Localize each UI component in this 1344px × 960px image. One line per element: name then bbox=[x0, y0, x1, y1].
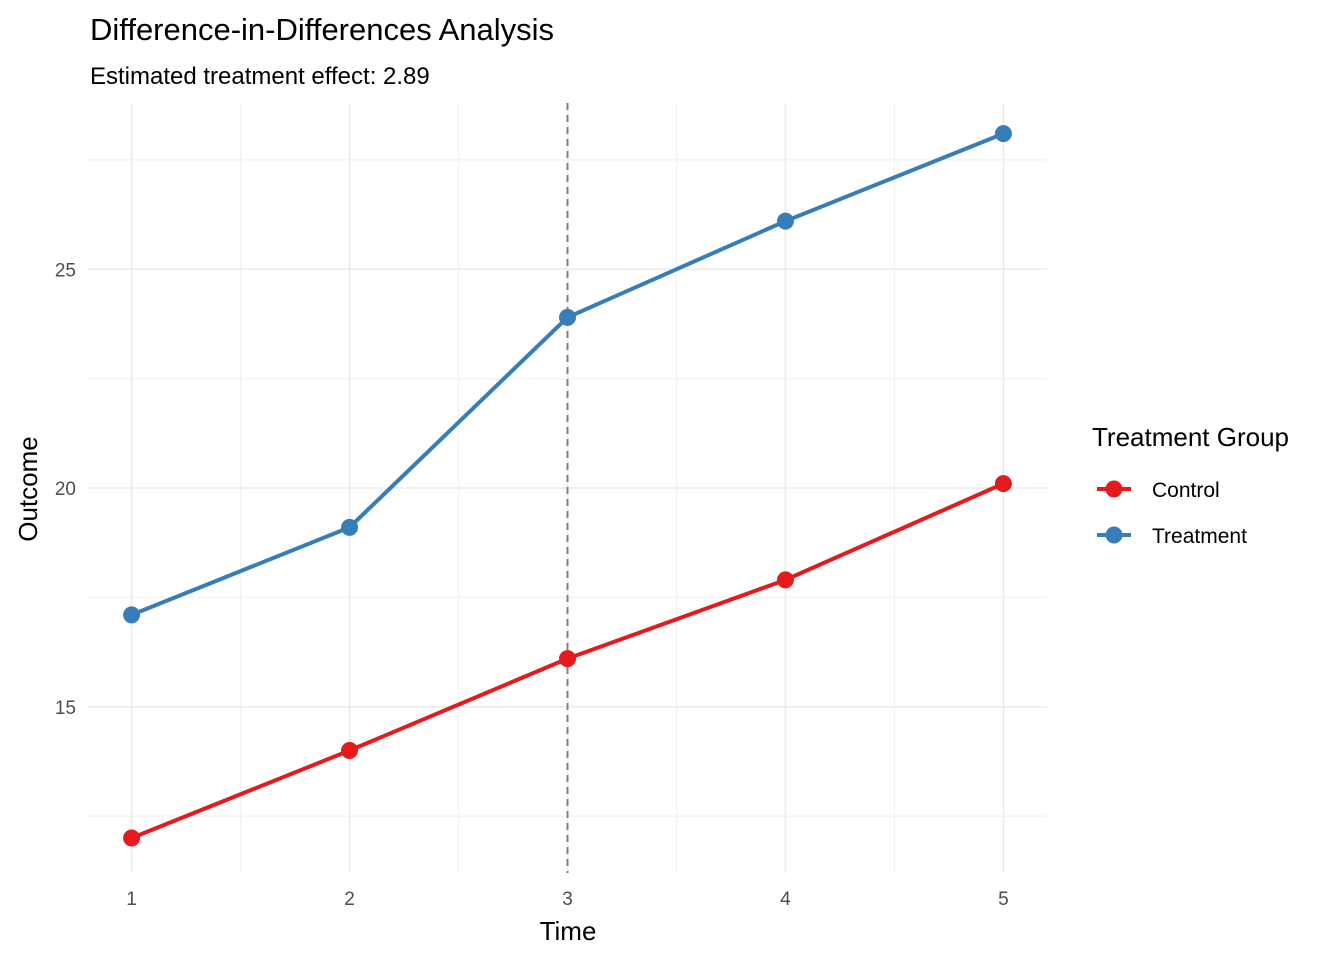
point-treatment-2 bbox=[341, 518, 359, 536]
chart-title: Difference-in-Differences Analysis bbox=[90, 12, 554, 47]
point-control-3 bbox=[559, 650, 576, 668]
y-axis-title: Outcome bbox=[13, 436, 43, 542]
x-axis-title: Time bbox=[540, 916, 597, 946]
y-tick-label: 20 bbox=[55, 479, 76, 500]
point-treatment-4 bbox=[776, 212, 794, 230]
point-treatment-5 bbox=[994, 125, 1012, 143]
point-control-4 bbox=[776, 571, 794, 589]
point-treatment-3 bbox=[559, 308, 576, 326]
x-tick-label: 1 bbox=[126, 889, 137, 910]
y-tick-label: 15 bbox=[55, 698, 76, 719]
legend: Treatment Group Control Treatment bbox=[1092, 422, 1289, 548]
x-tick-label: 2 bbox=[344, 889, 355, 910]
legend-item-control: Control bbox=[1097, 479, 1220, 502]
point-control-5 bbox=[994, 475, 1012, 493]
x-tick-label: 4 bbox=[780, 889, 791, 910]
x-tick-label: 3 bbox=[562, 889, 573, 910]
chart-subtitle: Estimated treatment effect: 2.89 bbox=[90, 63, 430, 90]
legend-label: Treatment bbox=[1152, 525, 1247, 548]
series-points bbox=[123, 125, 1012, 847]
legend-key-point bbox=[1105, 526, 1123, 544]
x-tick-label: 5 bbox=[998, 889, 1009, 910]
y-tick-label: 25 bbox=[55, 260, 76, 281]
point-control-1 bbox=[123, 829, 141, 847]
legend-label: Control bbox=[1152, 479, 1220, 502]
x-tick-labels: 1 2 3 4 5 bbox=[126, 889, 1008, 910]
point-control-2 bbox=[341, 742, 359, 759]
legend-item-treatment: Treatment bbox=[1097, 525, 1247, 548]
point-treatment-1 bbox=[123, 606, 141, 624]
legend-items: Control Treatment bbox=[1097, 479, 1247, 548]
legend-key-point bbox=[1105, 480, 1123, 498]
y-tick-labels: 15 20 25 bbox=[55, 260, 76, 719]
legend-title: Treatment Group bbox=[1092, 422, 1289, 452]
